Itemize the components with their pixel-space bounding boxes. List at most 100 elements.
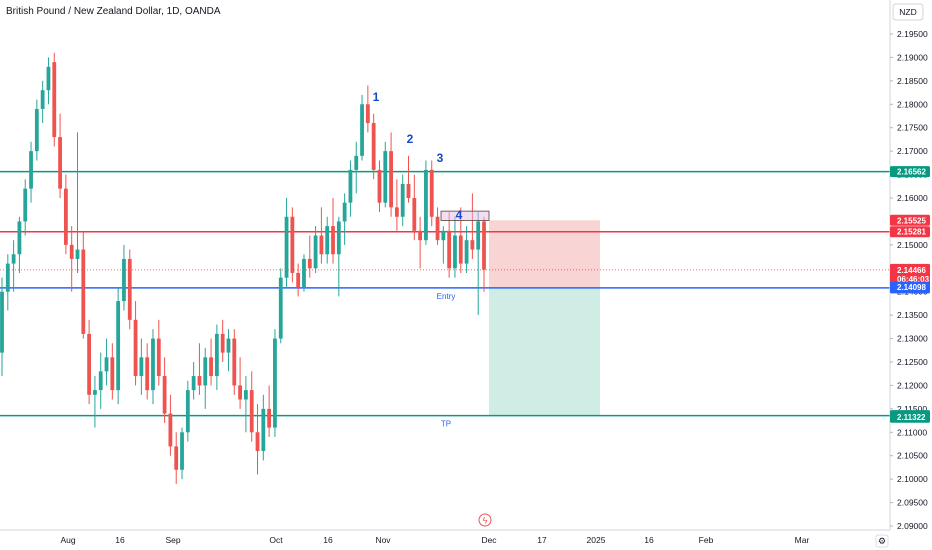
candle-body xyxy=(424,169,428,241)
y-tick-label: 2.19500 xyxy=(897,29,928,39)
y-tick-label: 2.13500 xyxy=(897,310,928,320)
stop-loss-zone xyxy=(489,220,600,288)
y-tick-label: 2.15000 xyxy=(897,240,928,250)
candle-body xyxy=(394,207,399,217)
y-tick-label: 2.11000 xyxy=(897,427,927,437)
candle-body xyxy=(104,357,109,372)
annotations: 1 2 3 4 Entry TP ϟ xyxy=(373,90,492,527)
wave-marker-3: 3 xyxy=(437,151,444,165)
candle-body xyxy=(185,390,190,433)
y-tick-label: 2.11500 xyxy=(897,404,927,414)
price-tag-3: 2.11322 xyxy=(897,413,926,422)
price-tag-1-countdown: 06:46:03 xyxy=(897,275,930,284)
candle-body xyxy=(127,258,132,320)
candle-body xyxy=(58,137,62,189)
candle-body xyxy=(354,155,359,170)
candle-body xyxy=(447,230,452,269)
y-tick-label: 2.18000 xyxy=(897,99,928,109)
time-axis[interactable]: Aug 16 Sep Oct 16 Nov Dec 17 2025 16 Feb Mar ⚙ xyxy=(0,529,890,548)
candle-body xyxy=(336,221,341,255)
candle-body xyxy=(482,221,486,270)
gear-icon: ⚙ xyxy=(878,536,886,546)
candle-body xyxy=(151,338,155,391)
currency-button[interactable] xyxy=(892,3,924,21)
horizontal-levels xyxy=(0,170,890,417)
candle-body xyxy=(75,249,80,259)
candle-body xyxy=(34,108,39,152)
y-tick-label: 2.09000 xyxy=(897,521,928,531)
candle-body xyxy=(209,357,213,377)
x-tick-label: Mar xyxy=(795,535,810,545)
tp-label: TP xyxy=(441,420,451,429)
candle-body xyxy=(267,408,272,428)
settings-gear-icon[interactable] xyxy=(875,534,889,548)
candle-body xyxy=(348,169,353,203)
candle-body xyxy=(162,376,167,414)
price-tag-1-bg xyxy=(890,263,930,284)
candle-body xyxy=(133,319,138,377)
candle-body xyxy=(377,169,382,203)
price-tag-0-bg xyxy=(890,214,930,226)
candle-body xyxy=(441,230,446,241)
candle-body xyxy=(238,385,242,400)
candle-body xyxy=(11,254,16,264)
y-tick-label: 2.17000 xyxy=(897,146,928,156)
candle-body xyxy=(365,104,370,124)
y-tick-label: 2.16000 xyxy=(897,193,928,203)
candle-body xyxy=(458,235,463,264)
candle-body xyxy=(191,376,196,391)
price-tag-1: 2.14466 xyxy=(897,266,926,275)
candle-body xyxy=(255,432,260,452)
x-tick-label: Dec xyxy=(481,535,497,545)
level-price-tag-1-bg xyxy=(890,226,930,238)
candle-body xyxy=(325,226,330,255)
candle-body xyxy=(5,263,10,292)
y-tick-label: 2.12500 xyxy=(897,357,928,367)
candle-body xyxy=(313,235,318,269)
candlesticks xyxy=(0,52,486,484)
candle-body xyxy=(429,169,434,217)
price-tag-2: 2.14098 xyxy=(897,283,926,292)
candle-body xyxy=(302,258,306,288)
currency-button-label: NZD xyxy=(899,7,916,17)
candle-body xyxy=(435,216,440,241)
candle-body xyxy=(46,66,51,91)
candle-body xyxy=(17,221,22,255)
candle-body xyxy=(261,408,266,452)
candle-body xyxy=(226,338,231,353)
candle-body xyxy=(87,333,92,395)
candle-body xyxy=(93,390,97,395)
y-tick-label: 2.10500 xyxy=(897,451,928,461)
x-tick-label: 16 xyxy=(644,535,654,545)
y-tick-label: 2.10000 xyxy=(897,474,928,484)
x-tick-label: 16 xyxy=(115,535,125,545)
y-tick-label: 2.13000 xyxy=(897,334,928,344)
x-tick-label: Oct xyxy=(269,535,283,545)
candle-body xyxy=(69,244,74,259)
x-tick-label: 16 xyxy=(323,535,333,545)
x-tick-label: Sep xyxy=(165,535,180,545)
y-tick-label: 2.19000 xyxy=(897,52,928,62)
candle-body xyxy=(476,221,481,250)
y-tick-label: 2.12000 xyxy=(897,380,928,390)
chart-title: British Pound / New Zealand Dollar, 1D, … xyxy=(6,6,221,17)
candle-body xyxy=(81,249,86,334)
candle-body xyxy=(220,333,225,353)
price-tag-3-bg xyxy=(890,411,930,423)
candle-body xyxy=(63,188,68,245)
candle-body xyxy=(244,390,248,400)
lightning-icon[interactable] xyxy=(478,513,492,527)
candle-body xyxy=(464,240,469,264)
candle-body xyxy=(52,62,57,138)
price-tags: 2.165622.152812.140832.113552.155252.144… xyxy=(890,166,930,423)
candle-body xyxy=(418,230,423,241)
candle-body xyxy=(383,151,388,203)
candle-body xyxy=(29,151,33,189)
candle-body xyxy=(122,258,126,302)
candle-body xyxy=(156,338,161,377)
candle-body xyxy=(168,413,173,447)
wave-4-box xyxy=(440,210,490,221)
candle-body xyxy=(331,226,335,255)
